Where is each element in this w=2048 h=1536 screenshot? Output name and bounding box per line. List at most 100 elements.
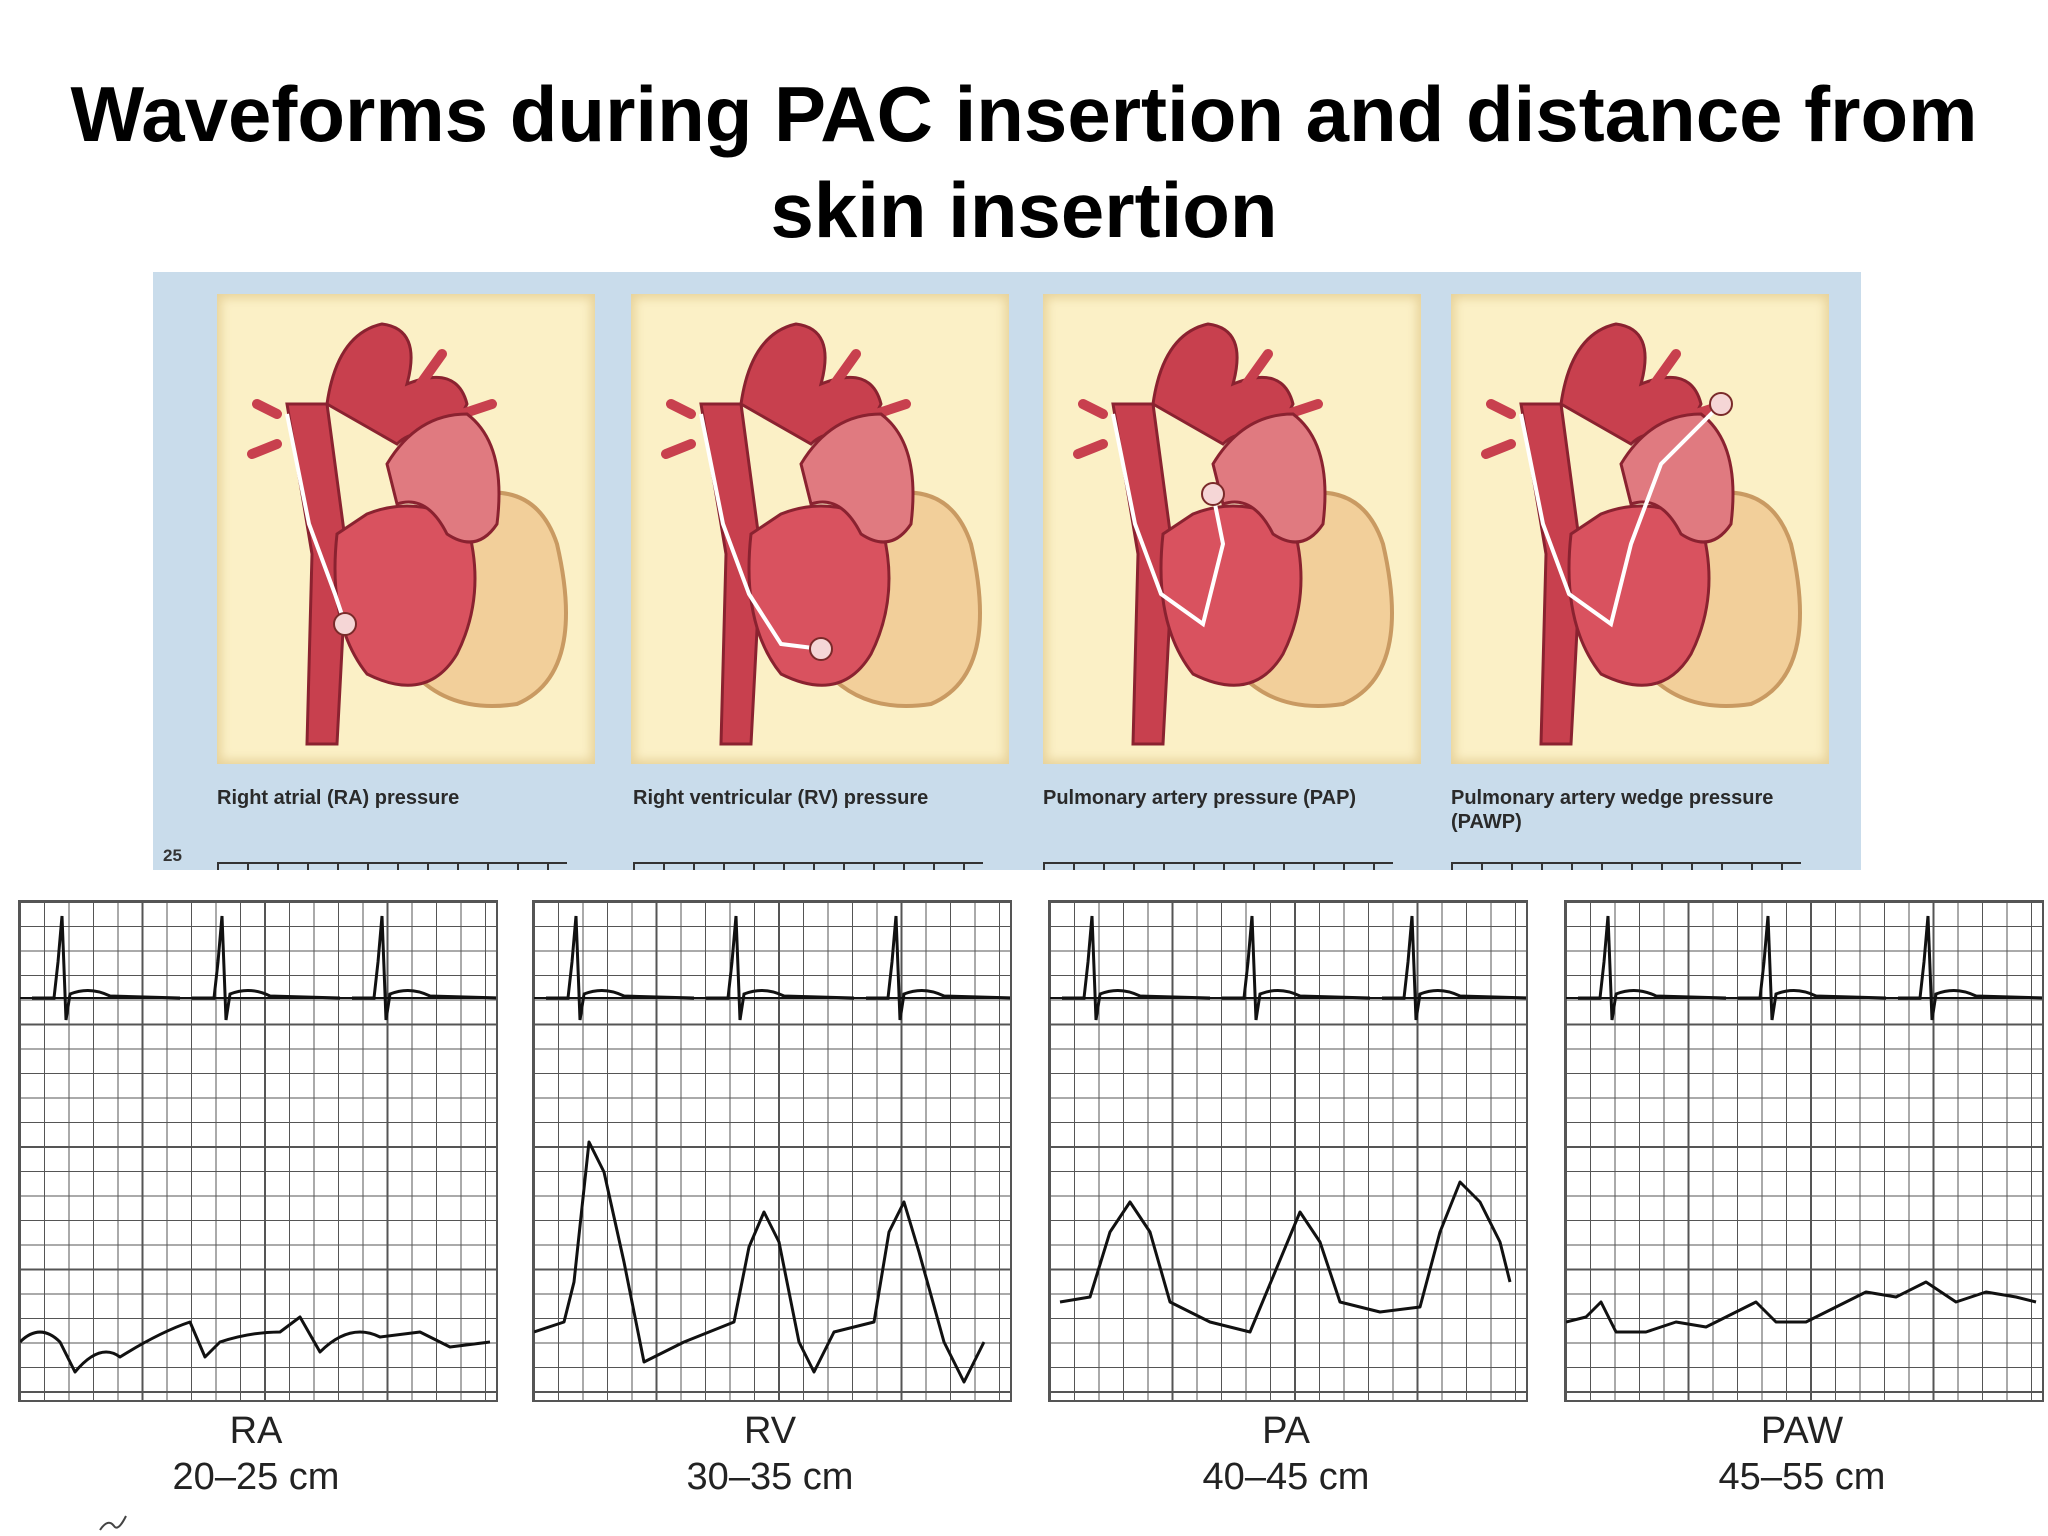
balloon-tip (809, 637, 833, 661)
waveform-label-ra: RA 20–25 cm (18, 1408, 494, 1500)
grid-tick (633, 864, 635, 870)
grid-tick (1223, 864, 1225, 870)
pulmonary-artery-shape (799, 412, 915, 544)
grid-tick (873, 864, 875, 870)
grid-tick (1253, 864, 1255, 870)
ecg-complex (192, 915, 341, 1021)
grid-tick (843, 864, 845, 870)
vessel-branches (661, 349, 911, 459)
grid-tick (1073, 864, 1075, 870)
grid-tick (1571, 864, 1573, 870)
grid-tick (337, 864, 339, 870)
waveform-trace-paw (1566, 902, 2042, 1400)
heart-panel-ra (217, 294, 595, 764)
balloon-tip (1201, 482, 1225, 506)
waveform-label-rv: RV 30–35 cm (532, 1408, 1008, 1500)
waveform-name-paw: PAW (1760, 1410, 1844, 1452)
waveform-trace-pa (1050, 902, 1526, 1400)
waveform-strip-ra (18, 900, 498, 1402)
vessel-branches (1073, 349, 1323, 459)
heart-panel-rv (631, 294, 1009, 764)
grid-tick (487, 864, 489, 870)
heart-drawing-ra (247, 322, 568, 746)
grid-tick (783, 864, 785, 870)
grid-tick (247, 864, 249, 870)
grid-tick (1481, 864, 1483, 870)
waveform-name-rv: RV (743, 1410, 797, 1452)
grid-tick (277, 864, 279, 870)
ecg-complex (1898, 915, 2042, 1021)
ecg-complex (546, 915, 695, 1021)
grid-tick (1133, 864, 1135, 870)
grid-tick (1043, 864, 1045, 870)
grid-tick (1511, 864, 1513, 870)
waveform-label-paw: PAW 45–55 cm (1564, 1408, 2040, 1500)
ecg-complex (32, 915, 181, 1021)
heart-panel-paw (1451, 294, 1829, 764)
grid-tick (1601, 864, 1603, 870)
grid-tick (903, 864, 905, 870)
pressure-trace (1059, 1180, 1512, 1334)
grid-tick (1313, 864, 1315, 870)
catheter-line (1111, 413, 1226, 628)
waveform-label-pa: PA 40–45 cm (1048, 1408, 1524, 1500)
catheter-line (699, 413, 822, 651)
page-title: Waveforms during PAC insertion and dista… (70, 70, 1978, 254)
grid-tick (517, 864, 519, 870)
ecg-complex (866, 915, 1010, 1021)
grid-tick (933, 864, 935, 870)
waveform-trace-ra (20, 902, 496, 1400)
pulmonary-artery-shape (385, 412, 501, 544)
balloon-tip (1709, 392, 1733, 416)
grid-tick (427, 864, 429, 870)
grid-tick (663, 864, 665, 870)
caption-ra: Right atrial (RA) pressure (217, 787, 460, 809)
waveform-strip-rv (532, 900, 1012, 1402)
grid-tick (963, 864, 965, 870)
waveform-strip-pa (1048, 900, 1528, 1402)
ecg-complex (1222, 915, 1371, 1021)
caption-rv: Right ventricular (RV) pressure (633, 787, 929, 809)
grid-tick (217, 864, 219, 870)
waveform-trace-rv (534, 902, 1010, 1400)
waveform-distance-ra: 20–25 cm (172, 1456, 340, 1498)
ecg-complex (1382, 915, 1526, 1021)
pen-mark (99, 1515, 127, 1531)
ecg-complex (1578, 915, 1727, 1021)
mini-grid-ra (217, 862, 567, 870)
waveform-distance-rv: 30–35 cm (686, 1456, 854, 1498)
pressure-trace (534, 1140, 986, 1384)
waveform-distance-paw: 45–55 cm (1718, 1456, 1886, 1498)
waveform-distance-pa: 40–45 cm (1202, 1456, 1370, 1498)
heart-illustration: Right atrial (RA) pressure Right ventric… (153, 272, 1861, 870)
heart-drawing-pa (1073, 322, 1394, 746)
mini-grid-rv (633, 862, 983, 870)
catheter-line (1519, 402, 1723, 628)
grid-tick (1781, 864, 1783, 870)
grid-tick (457, 864, 459, 870)
grid-tick (1631, 864, 1633, 870)
grid-tick (1283, 864, 1285, 870)
grid-tick (1103, 864, 1105, 870)
heart-drawing-rv (661, 322, 982, 746)
pulmonary-artery-shape (1619, 412, 1735, 544)
grid-tick (1193, 864, 1195, 870)
grid-tick (547, 864, 549, 870)
heart-panel-pa (1043, 294, 1421, 764)
grid-tick (1691, 864, 1693, 870)
grid-tick (367, 864, 369, 870)
grid-tick (1721, 864, 1723, 870)
pressure-trace (1566, 1280, 2037, 1334)
grid-tick (1343, 864, 1345, 870)
waveform-name-pa: PA (1262, 1410, 1310, 1452)
waveform-name-ra: RA (229, 1410, 283, 1452)
mini-grid-paw (1451, 862, 1801, 870)
catheter-line (285, 413, 347, 625)
ecg-complex (706, 915, 855, 1021)
mini-grid-pa (1043, 862, 1393, 870)
pulmonary-artery-shape (1211, 412, 1327, 544)
vessel-branches (1481, 349, 1731, 459)
axis-tick-25: 25 (163, 846, 182, 865)
waveform-strip-paw (1564, 900, 2044, 1402)
vessel-branches (247, 349, 497, 459)
